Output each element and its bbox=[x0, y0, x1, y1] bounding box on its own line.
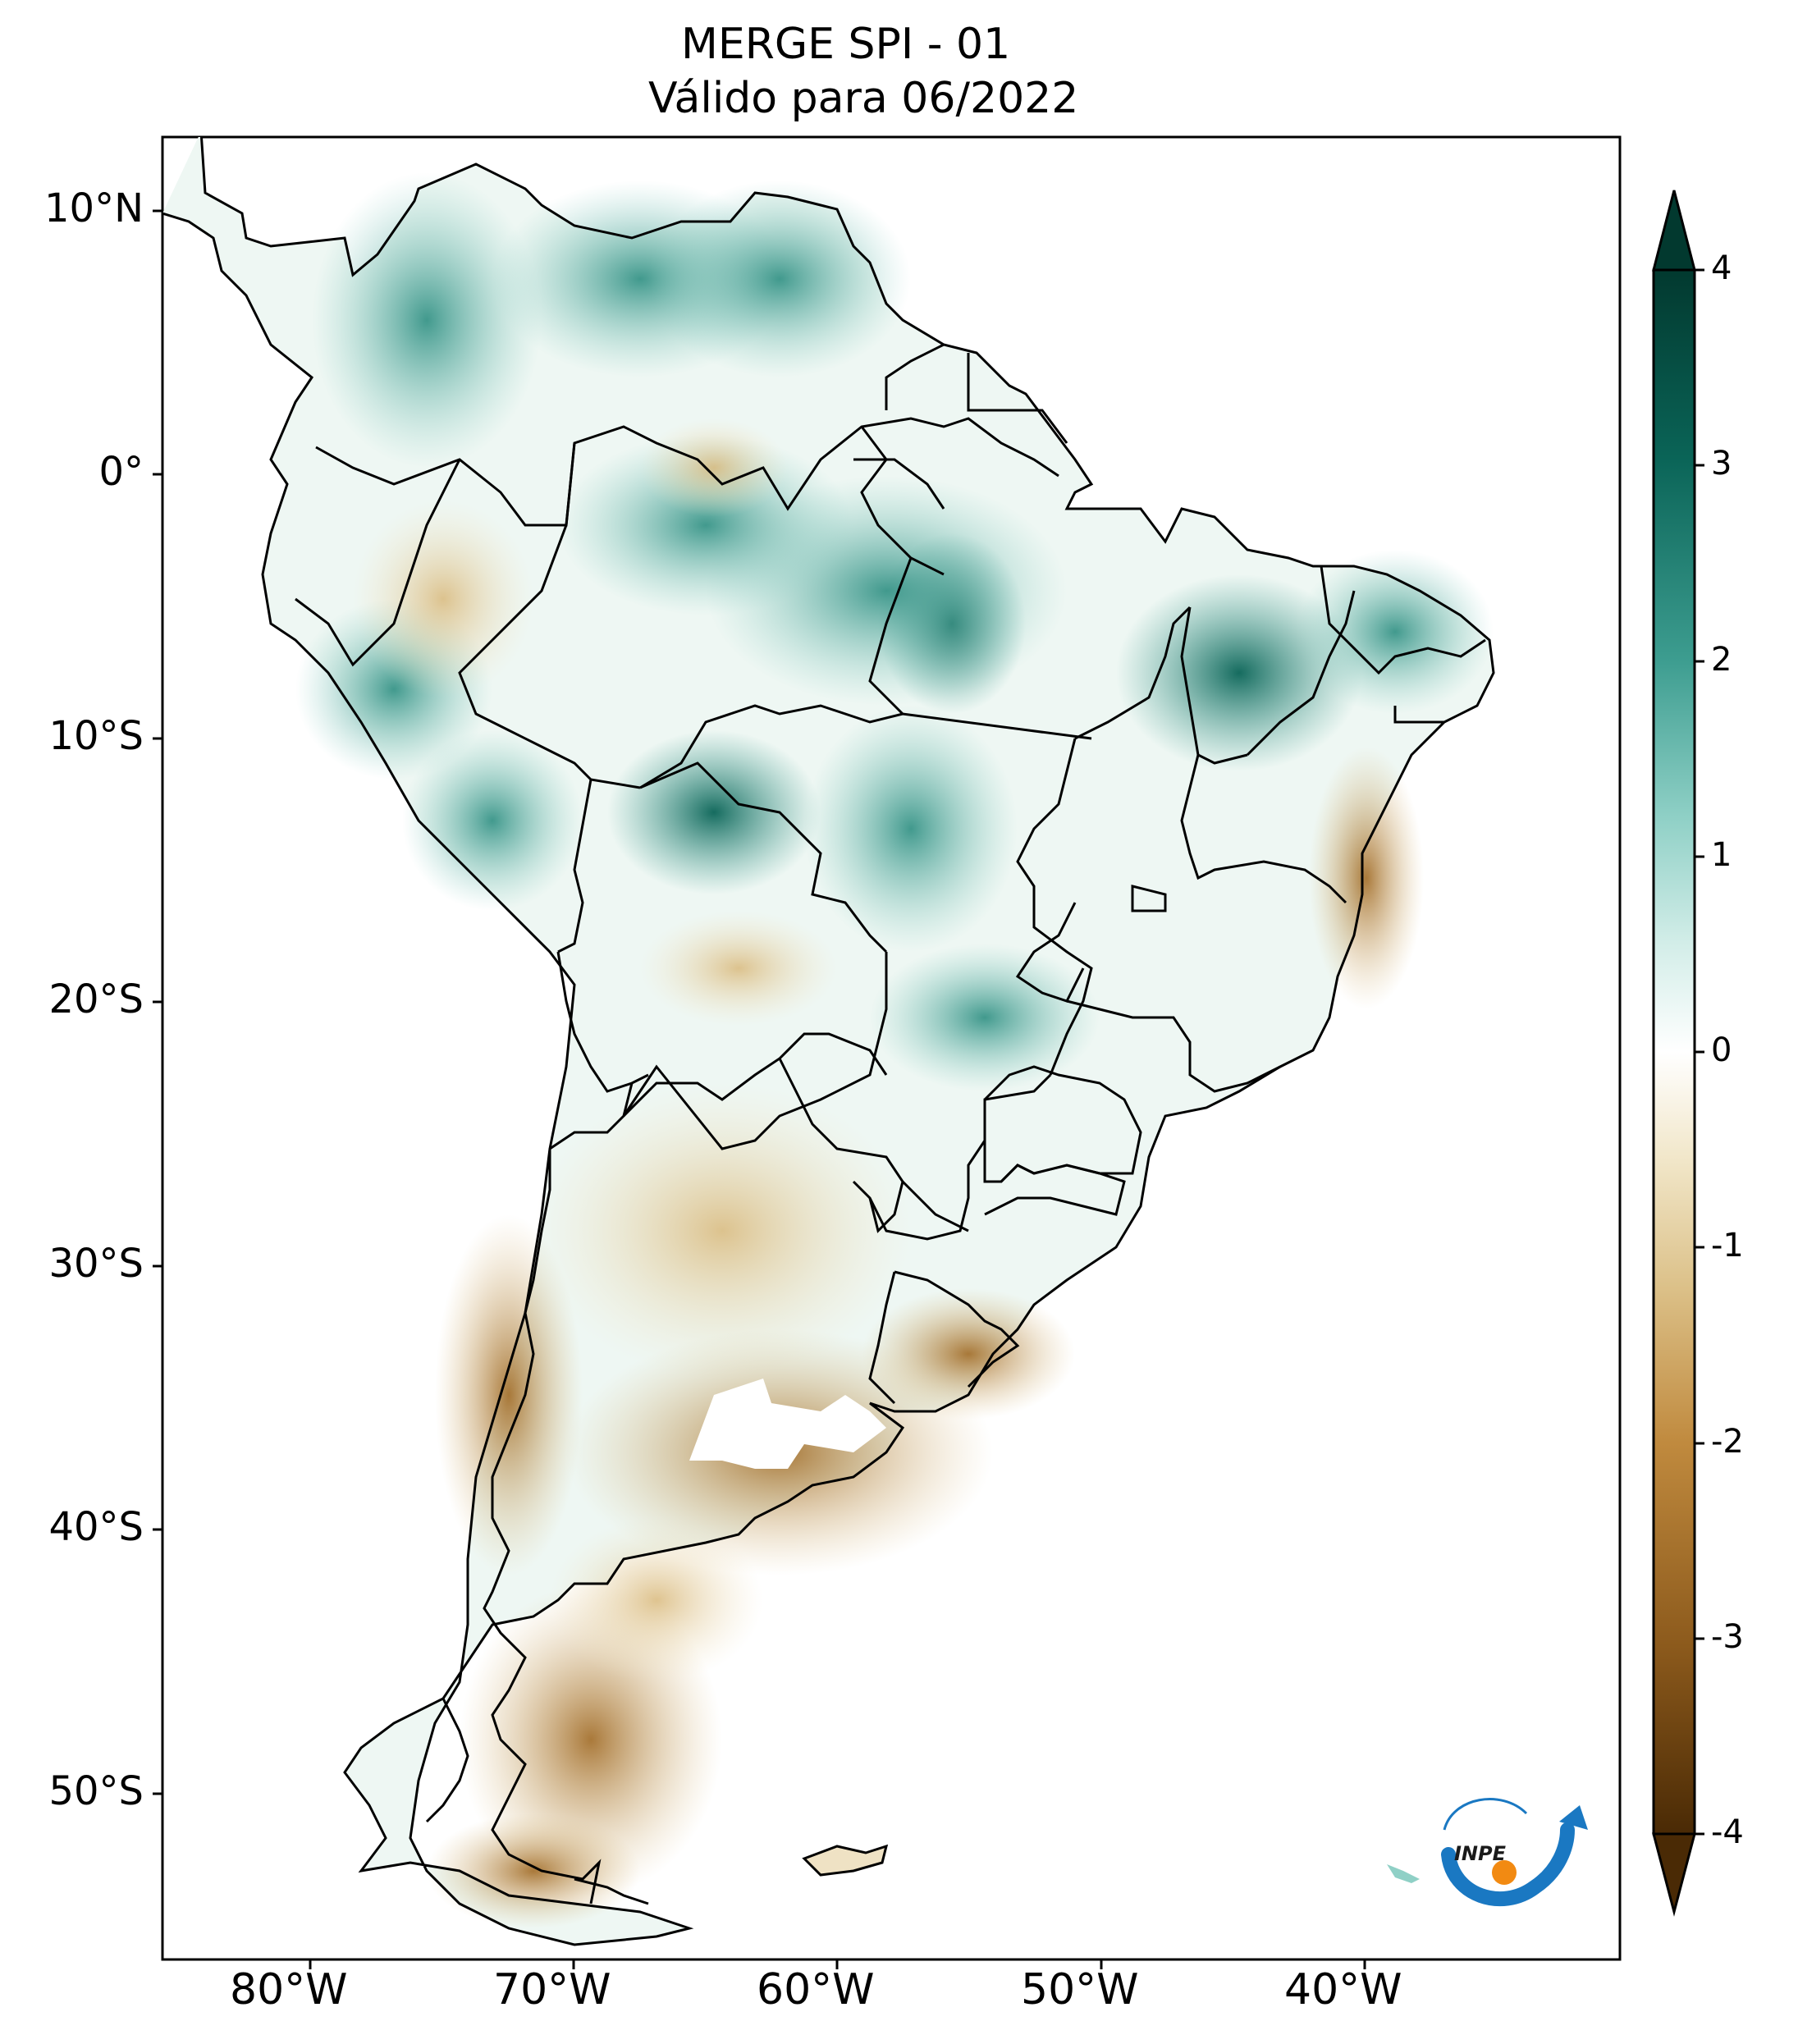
colorbar-min-arrow bbox=[1652, 1832, 1696, 1917]
dry-zone-argentina-north bbox=[533, 1083, 911, 1379]
falkland-islands bbox=[802, 1844, 889, 1877]
inpe-logo: INPE bbox=[1441, 1798, 1588, 1907]
border-bahia-minas bbox=[1180, 754, 1347, 904]
lat-tick-40s: 40°S bbox=[48, 1504, 144, 1550]
border-peru-bolivia bbox=[557, 779, 592, 953]
border-chile-bolivia bbox=[549, 1082, 634, 1150]
border-santa-catarina bbox=[984, 1164, 1126, 1216]
border-paraguay-north bbox=[622, 1032, 888, 1118]
logo-text: INPE bbox=[1454, 1842, 1507, 1865]
wet-zone-colombia bbox=[312, 172, 542, 468]
border-north-amazon bbox=[315, 417, 1059, 527]
lon-tick-60w: 60°W bbox=[757, 1965, 875, 2014]
border-rio-grande-do-sul bbox=[901, 1180, 969, 1232]
map-content: INPE bbox=[162, 137, 1588, 1946]
colorbar-label-3: 3 bbox=[1711, 445, 1732, 482]
colorbar-label-0: 0 bbox=[1711, 1031, 1732, 1069]
lat-tick-10n: 10°N bbox=[44, 185, 144, 231]
wet-zone-mato-grosso-sul bbox=[870, 944, 1100, 1091]
south-georgia bbox=[1387, 1864, 1420, 1883]
colorbar-label-4: 4 bbox=[1711, 249, 1732, 287]
lat-tick-30s: 30°S bbox=[48, 1241, 144, 1287]
dry-zone-tierra-del-fuego bbox=[427, 1813, 640, 1928]
colorbar-gradient bbox=[1652, 268, 1696, 1836]
dry-zone-bahia bbox=[1309, 747, 1424, 1009]
map-title: MERGE SPI - 01 bbox=[681, 20, 1011, 69]
lon-tick-50w: 50°W bbox=[1021, 1965, 1139, 2014]
lat-tick-10s: 10°S bbox=[48, 713, 144, 759]
axis-ticks bbox=[153, 209, 1366, 1969]
dry-zone-ecuador-peru bbox=[353, 501, 533, 697]
border-guyana bbox=[860, 426, 945, 576]
border-peru-chile bbox=[556, 951, 649, 1093]
border-peru-brazil bbox=[458, 442, 641, 789]
border-argentina-uruguay bbox=[868, 1271, 896, 1405]
dry-zone-amazon-north bbox=[640, 418, 788, 517]
colorbar-label-2: 2 bbox=[1711, 641, 1732, 679]
wet-zone-rondonia bbox=[607, 730, 821, 894]
lon-tick-80w: 80°W bbox=[230, 1965, 348, 2014]
border-tierra-del-fuego bbox=[574, 1877, 649, 1905]
colorbar bbox=[1652, 190, 1704, 1917]
border-roraima bbox=[853, 458, 945, 510]
colorbar-label-neg1: -1 bbox=[1711, 1227, 1744, 1264]
border-chiloe bbox=[425, 1698, 469, 1823]
border-bolivia-south bbox=[622, 952, 888, 1150]
border-suriname-guiana bbox=[967, 353, 1068, 444]
border-colombia-ecuador bbox=[295, 459, 461, 667]
colorbar-max-arrow bbox=[1652, 190, 1696, 272]
coastline bbox=[162, 137, 1495, 1946]
border-mato-grosso-sul bbox=[1016, 738, 1093, 1076]
border-alagoas bbox=[1393, 706, 1444, 724]
border-minas-sao-paulo bbox=[1066, 999, 1281, 1093]
lon-tick-70w: 70°W bbox=[493, 1965, 611, 2014]
lon-tick-40w: 40°W bbox=[1284, 1965, 1402, 2014]
lat-tick-0: 0° bbox=[98, 449, 144, 495]
dry-zone-bolivia bbox=[640, 911, 837, 1026]
border-tocantins bbox=[1074, 606, 1192, 740]
border-maranhao-piaui bbox=[1180, 606, 1248, 765]
borders bbox=[295, 343, 1486, 1905]
lat-tick-50s: 50°S bbox=[48, 1768, 144, 1814]
wet-zone-peru-south bbox=[402, 730, 583, 911]
colorbar-label-neg2: -2 bbox=[1711, 1423, 1744, 1461]
border-guyana-suriname bbox=[885, 343, 945, 410]
map-subtitle: Válido para 06/2022 bbox=[648, 74, 1079, 123]
border-para-west bbox=[868, 557, 913, 716]
dry-zone-patagonia-north bbox=[550, 1518, 763, 1682]
logo-sun-icon bbox=[1492, 1860, 1517, 1885]
border-paraguay-brazil bbox=[868, 1073, 1052, 1241]
colorbar-label-1: 1 bbox=[1711, 836, 1732, 874]
border-ceara-pernambuco bbox=[1320, 565, 1486, 675]
border-chile-argentina bbox=[483, 1149, 602, 1905]
border-distrito-federal bbox=[1131, 885, 1167, 912]
colorbar-label-neg4: -4 bbox=[1711, 1813, 1744, 1851]
wet-zone-mato-grosso bbox=[804, 706, 1018, 952]
wet-zone-venezuela-east bbox=[648, 181, 911, 377]
border-piaui-ceara bbox=[1246, 590, 1356, 757]
border-uruguay bbox=[894, 1270, 1020, 1388]
dry-zone-chile-central bbox=[435, 1214, 583, 1575]
colorbar-label-neg3: -3 bbox=[1711, 1618, 1744, 1656]
no-data-patch bbox=[689, 1379, 886, 1469]
border-paraguay bbox=[778, 1058, 904, 1233]
border-bolivia-brazil bbox=[639, 761, 888, 953]
lat-tick-20s: 20°S bbox=[48, 976, 144, 1022]
wet-zone-ceara bbox=[1297, 550, 1494, 714]
border-amazonas-south bbox=[639, 704, 1092, 789]
